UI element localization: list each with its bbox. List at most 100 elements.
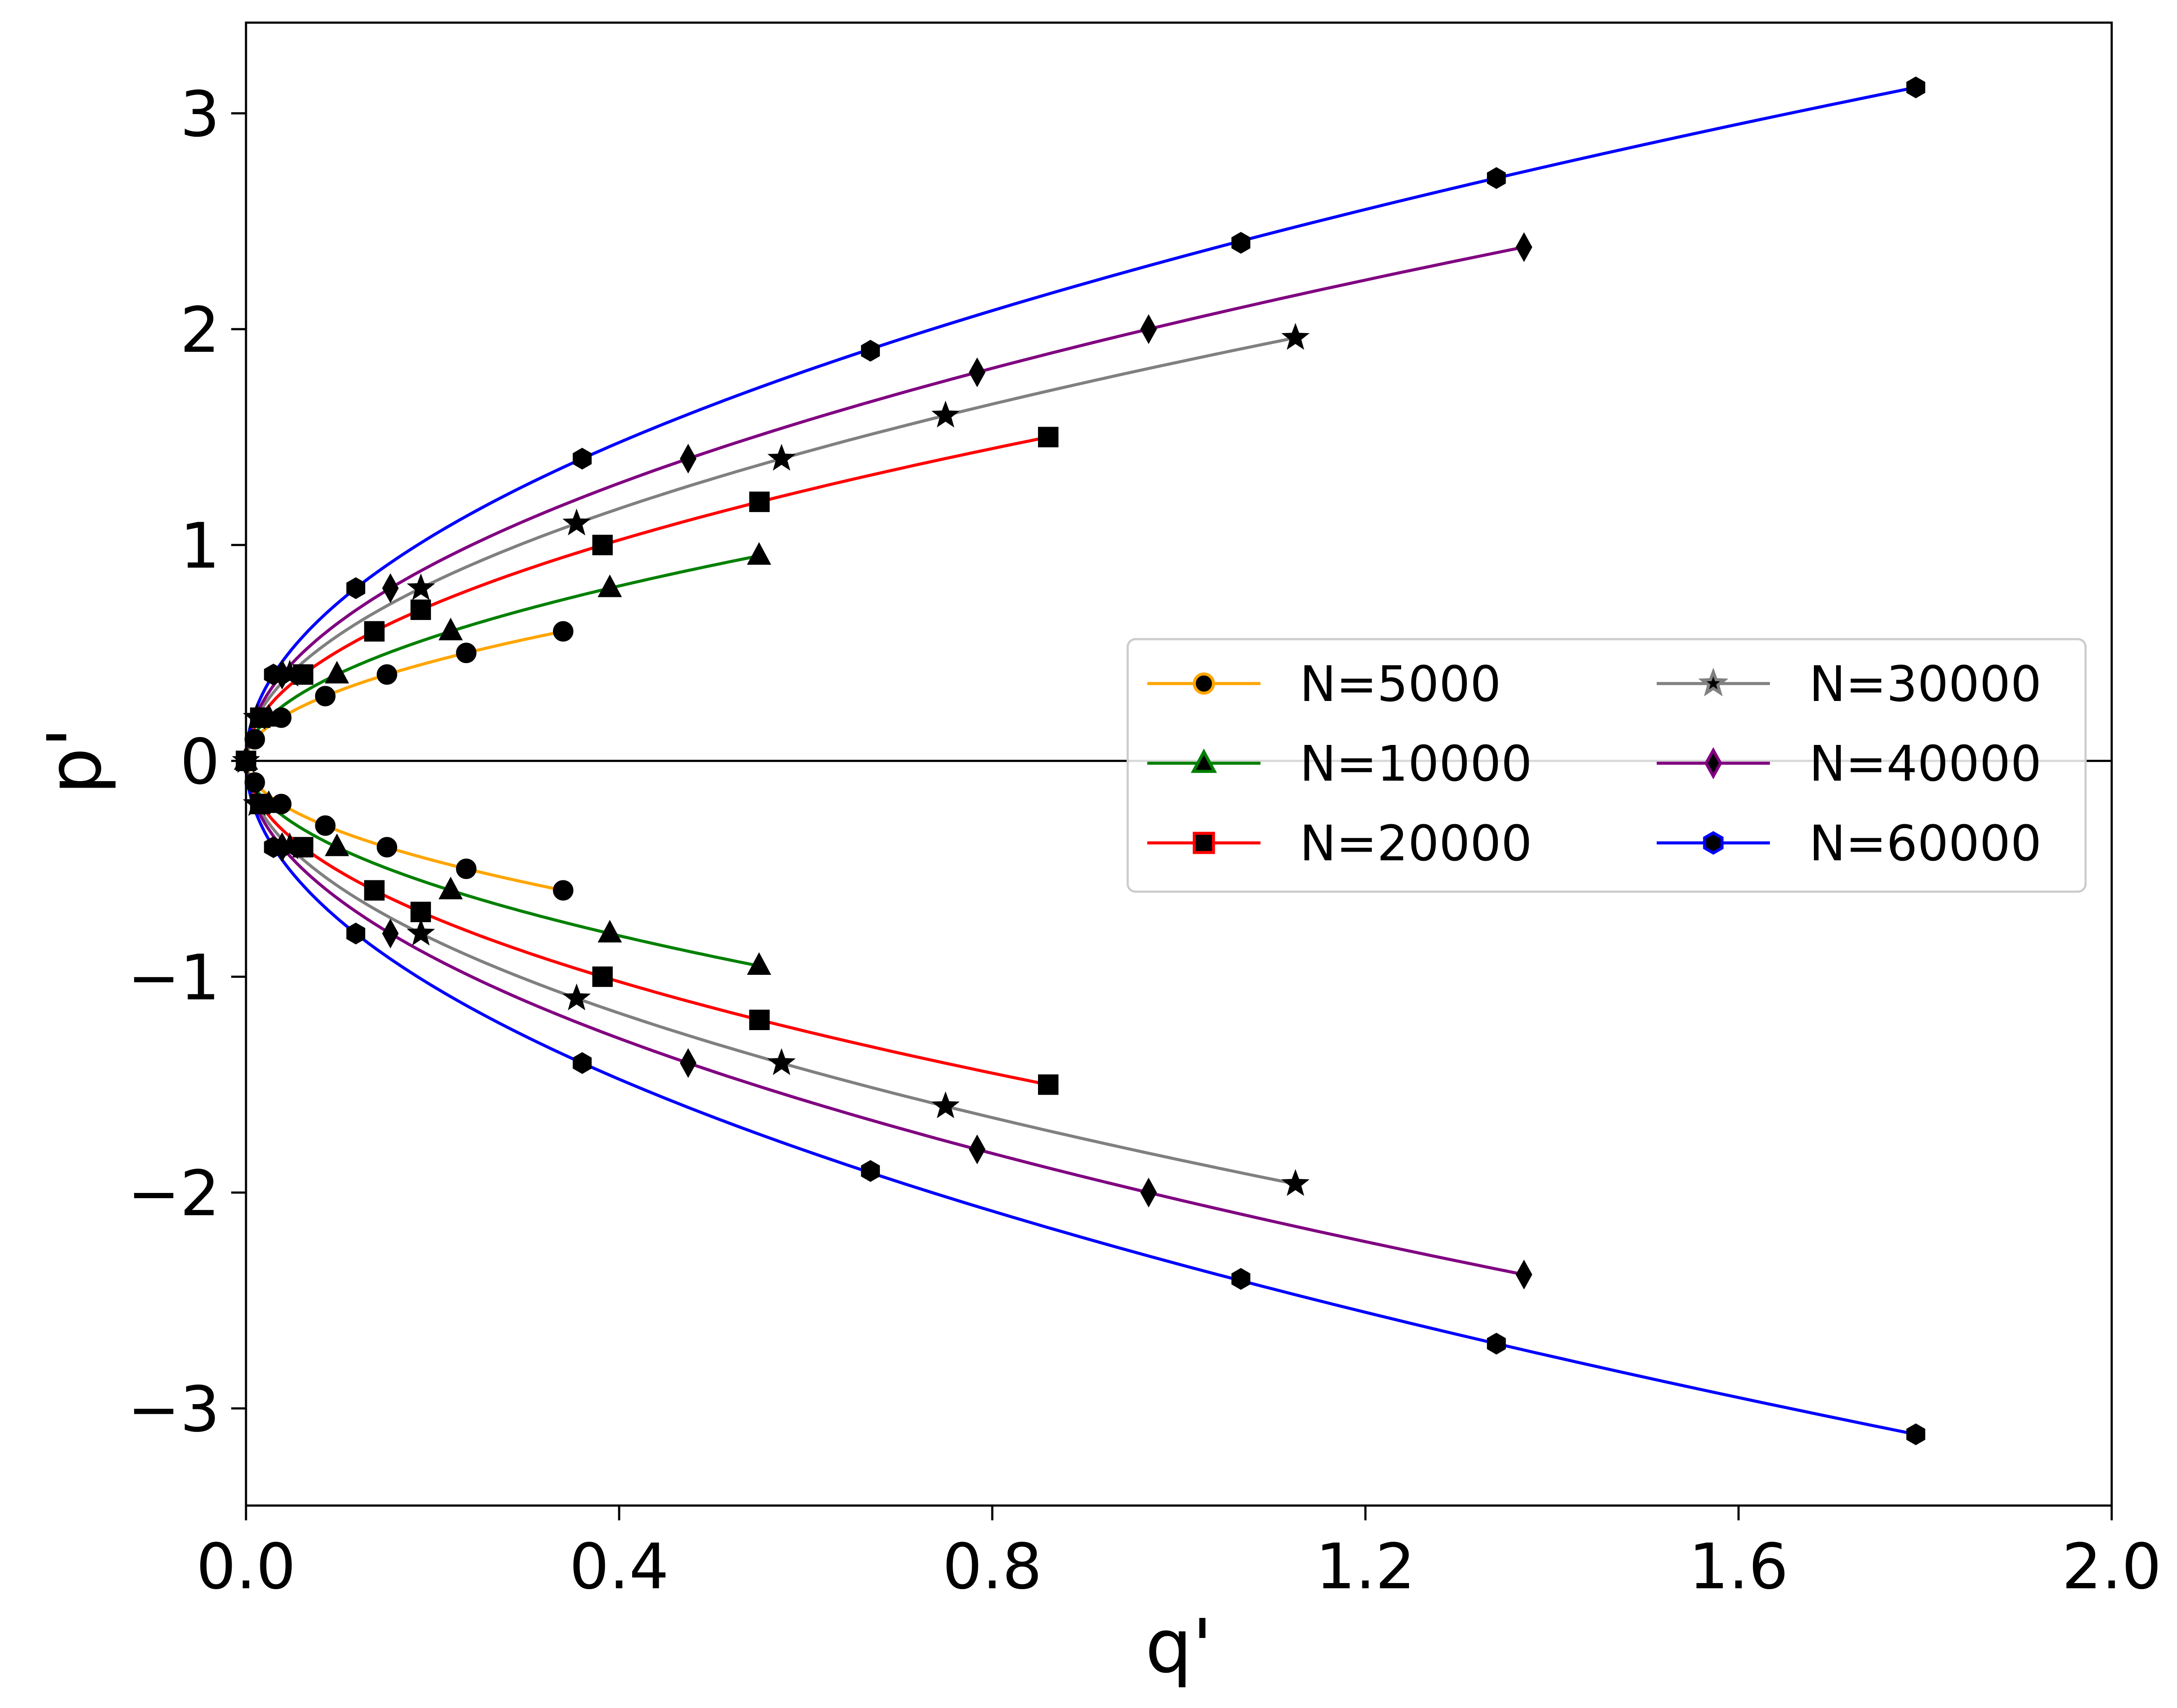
- data-point: [264, 836, 283, 858]
- data-point: [1487, 1333, 1506, 1355]
- data-point: [1516, 232, 1533, 262]
- data-point: [1516, 1260, 1533, 1290]
- data-point: [592, 535, 613, 556]
- data-point: [244, 729, 265, 750]
- legend-label: N=20000: [1300, 815, 1532, 872]
- data-point: [456, 858, 477, 879]
- legend-entry: N=30000: [1657, 656, 2042, 713]
- data-point: [243, 703, 271, 730]
- data-point: [438, 876, 463, 899]
- data-point: [861, 1160, 880, 1182]
- data-point: [680, 1048, 697, 1078]
- data-point: [1140, 314, 1157, 344]
- x-tick-label: 1.6: [1688, 1530, 1788, 1603]
- data-point: [243, 789, 271, 816]
- data-point: [592, 966, 613, 987]
- legend-marker: [1190, 748, 1217, 773]
- data-point: [562, 983, 591, 1011]
- legend-label: N=60000: [1809, 815, 2042, 872]
- data-point: [438, 617, 463, 640]
- x-tick-label: 0.4: [569, 1530, 669, 1603]
- data-point: [364, 880, 385, 901]
- series-line-upper-n-60000: [244, 86, 1916, 761]
- data-point: [1231, 1268, 1250, 1290]
- legend-marker: [1703, 831, 1724, 855]
- legend-marker: [1193, 832, 1215, 854]
- series-markers-n-60000: [236, 76, 1925, 1445]
- data-point: [553, 621, 573, 642]
- data-point: [767, 444, 796, 471]
- data-point: [553, 880, 573, 901]
- x-tick-label: 0.8: [942, 1530, 1042, 1603]
- legend-label: N=10000: [1300, 736, 1532, 792]
- data-point: [1231, 232, 1250, 254]
- data-point: [382, 918, 399, 949]
- data-point: [573, 1052, 592, 1074]
- data-point: [325, 833, 349, 856]
- x-tick-label: 1.2: [1315, 1530, 1415, 1603]
- data-point: [969, 1134, 986, 1165]
- data-point: [1487, 167, 1506, 189]
- data-point: [749, 492, 770, 512]
- y-tick-label: 0: [180, 725, 220, 798]
- data-point: [767, 1048, 796, 1075]
- data-point: [1281, 1169, 1310, 1196]
- y-tick-label: −2: [128, 1157, 220, 1230]
- legend-entry: N=10000: [1147, 736, 1532, 792]
- x-axis-ticks: 0.0 0.4 0.8 1.2 1.6 2.0: [196, 1506, 2162, 1603]
- data-point: [364, 621, 385, 642]
- data-point: [931, 1091, 960, 1118]
- x-axis-label: q': [1145, 1604, 1213, 1690]
- y-axis-ticks: 3 2 1 0 −1 −2 −3: [128, 77, 246, 1446]
- data-point: [346, 577, 365, 599]
- data-point: [562, 509, 591, 536]
- data-point: [861, 340, 880, 362]
- series-line-upper-n-30000: [244, 336, 1296, 761]
- legend-entry: N=5000: [1147, 656, 1501, 713]
- data-point: [410, 902, 431, 923]
- series-line-lower-n-20000: [244, 761, 1049, 1086]
- data-point: [346, 923, 365, 945]
- series-line-lower-n-30000: [244, 761, 1296, 1186]
- y-tick-label: 1: [180, 509, 220, 583]
- legend-label: N=30000: [1809, 656, 2042, 713]
- data-point: [377, 664, 398, 685]
- y-axis-label: p': [32, 727, 118, 795]
- data-point: [573, 448, 592, 470]
- series-markers: [232, 76, 1925, 1445]
- data-point: [244, 772, 265, 793]
- data-point: [747, 542, 772, 565]
- data-point: [377, 837, 398, 858]
- data-point: [315, 686, 336, 707]
- data-point: [747, 952, 772, 975]
- data-point: [1906, 76, 1925, 98]
- legend-entry: N=40000: [1657, 736, 2042, 792]
- data-point: [597, 920, 622, 943]
- legend-marker: [1698, 667, 1729, 697]
- data-point: [597, 574, 622, 597]
- data-point: [325, 660, 349, 684]
- legend: N=5000 N=10000 N=20000 N=30000 N=40000 N=6000…: [1126, 638, 2087, 893]
- data-point: [315, 815, 336, 836]
- data-point: [407, 573, 435, 600]
- data-point: [1281, 323, 1310, 350]
- x-tick-label: 0.0: [196, 1530, 296, 1603]
- y-tick-label: −3: [128, 1373, 220, 1446]
- data-point: [1140, 1177, 1157, 1208]
- legend-entry: N=60000: [1657, 815, 2042, 872]
- data-point: [1906, 1423, 1925, 1445]
- x-tick-label: 2.0: [2062, 1530, 2161, 1603]
- legend-entry: N=20000: [1147, 815, 1532, 872]
- y-tick-label: −1: [128, 941, 220, 1014]
- data-point: [410, 600, 431, 620]
- data-point: [407, 919, 435, 946]
- data-point: [264, 664, 283, 686]
- series-line-lower-n-60000: [244, 761, 1916, 1436]
- legend-marker: [1704, 747, 1722, 779]
- legend-box: [1126, 638, 2087, 893]
- legend-label: N=40000: [1809, 736, 2042, 792]
- plot-frame: [245, 21, 2113, 1507]
- data-point: [1038, 1074, 1059, 1095]
- legend-label: N=5000: [1300, 656, 1501, 713]
